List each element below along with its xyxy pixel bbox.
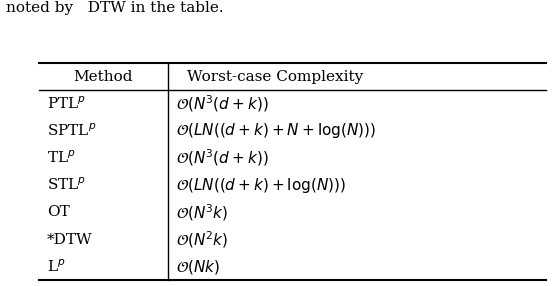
Text: noted by   DTW in the table.: noted by DTW in the table. — [6, 1, 223, 15]
Text: Method: Method — [73, 69, 133, 84]
Text: $\mathcal{O}(N^2k)$: $\mathcal{O}(N^2k)$ — [177, 229, 229, 250]
Text: $\mathcal{O}(Nk)$: $\mathcal{O}(Nk)$ — [177, 258, 220, 276]
Text: SPTL$^p$: SPTL$^p$ — [47, 122, 97, 139]
Text: *DTW: *DTW — [47, 233, 93, 247]
Text: Worst-case Complexity: Worst-case Complexity — [187, 69, 363, 84]
Text: STL$^p$: STL$^p$ — [47, 177, 86, 194]
Text: TL$^p$: TL$^p$ — [47, 150, 76, 166]
Text: PTL$^p$: PTL$^p$ — [47, 95, 86, 112]
Text: $\mathcal{O}(LN((d+k)+\log(N)))$: $\mathcal{O}(LN((d+k)+\log(N)))$ — [177, 176, 347, 195]
Text: L$^p$: L$^p$ — [47, 258, 66, 275]
Text: OT: OT — [47, 205, 70, 219]
Text: $\mathcal{O}(LN((d+k)+N+\log(N)))$: $\mathcal{O}(LN((d+k)+N+\log(N)))$ — [177, 121, 376, 140]
Text: $\mathcal{O}(N^3(d+k))$: $\mathcal{O}(N^3(d+k))$ — [177, 148, 269, 168]
Text: $\mathcal{O}(N^3k)$: $\mathcal{O}(N^3k)$ — [177, 202, 229, 223]
Text: $\mathcal{O}(N^3(d+k))$: $\mathcal{O}(N^3(d+k))$ — [177, 93, 269, 114]
